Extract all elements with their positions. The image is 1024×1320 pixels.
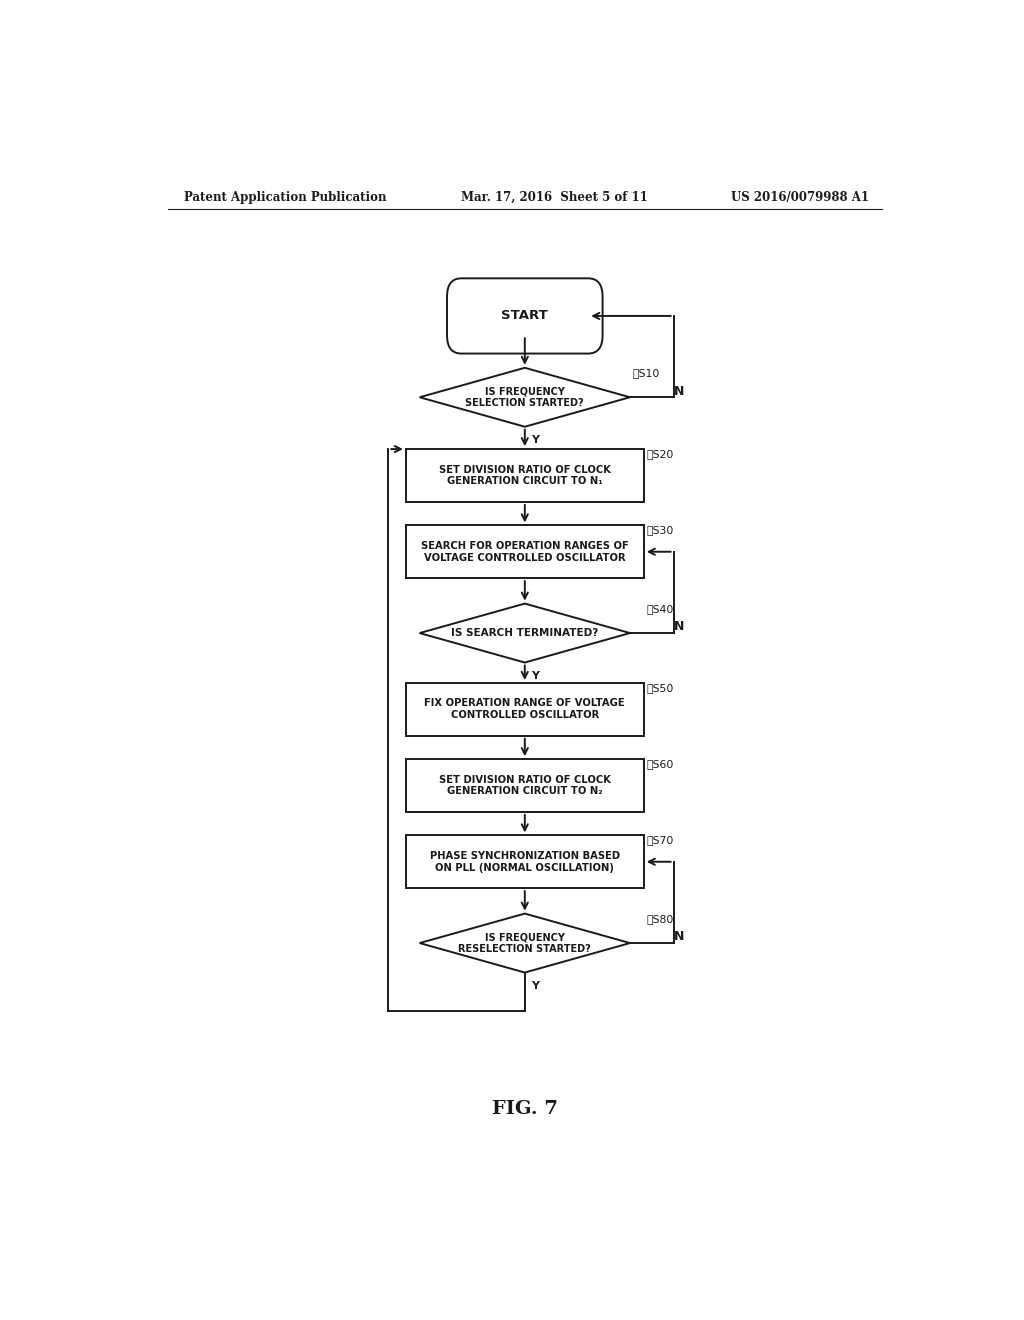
Text: START: START (502, 309, 548, 322)
Text: FIX OPERATION RANGE OF VOLTAGE
CONTROLLED OSCILLATOR: FIX OPERATION RANGE OF VOLTAGE CONTROLLE… (425, 698, 625, 721)
Text: US 2016/0079988 A1: US 2016/0079988 A1 (731, 190, 869, 203)
Text: IS SEARCH TERMINATED?: IS SEARCH TERMINATED? (452, 628, 598, 638)
FancyBboxPatch shape (406, 759, 644, 812)
Text: ⤴S60: ⤴S60 (646, 759, 674, 770)
FancyBboxPatch shape (406, 449, 644, 502)
Text: Y: Y (531, 981, 540, 991)
FancyBboxPatch shape (447, 279, 602, 354)
FancyBboxPatch shape (406, 525, 644, 578)
Polygon shape (420, 913, 630, 973)
Text: Y: Y (531, 671, 540, 681)
Text: N: N (674, 931, 684, 944)
Text: N: N (674, 620, 684, 634)
Text: N: N (674, 384, 684, 397)
Text: ⤴S20: ⤴S20 (646, 449, 674, 459)
Text: SET DIVISION RATIO OF CLOCK
GENERATION CIRCUIT TO N₁: SET DIVISION RATIO OF CLOCK GENERATION C… (439, 465, 610, 486)
Text: ⤴S70: ⤴S70 (646, 836, 674, 845)
Text: Mar. 17, 2016  Sheet 5 of 11: Mar. 17, 2016 Sheet 5 of 11 (461, 190, 648, 203)
Text: ⤴S40: ⤴S40 (646, 603, 674, 614)
Text: IS FREQUENCY
RESELECTION STARTED?: IS FREQUENCY RESELECTION STARTED? (459, 932, 591, 954)
Text: ⤴S30: ⤴S30 (646, 525, 674, 536)
Text: SET DIVISION RATIO OF CLOCK
GENERATION CIRCUIT TO N₂: SET DIVISION RATIO OF CLOCK GENERATION C… (439, 775, 610, 796)
Text: ⤴S50: ⤴S50 (646, 682, 674, 693)
Text: IS FREQUENCY
SELECTION STARTED?: IS FREQUENCY SELECTION STARTED? (466, 387, 584, 408)
Text: ⤴S80: ⤴S80 (646, 913, 674, 924)
Text: Y: Y (531, 434, 540, 445)
Text: FIG. 7: FIG. 7 (492, 1100, 558, 1118)
Text: Patent Application Publication: Patent Application Publication (183, 190, 386, 203)
Text: PHASE SYNCHRONIZATION BASED
ON PLL (NORMAL OSCILLATION): PHASE SYNCHRONIZATION BASED ON PLL (NORM… (430, 851, 620, 873)
Polygon shape (420, 603, 630, 663)
Text: ⤴S10: ⤴S10 (633, 368, 659, 378)
FancyBboxPatch shape (406, 682, 644, 735)
Text: SEARCH FOR OPERATION RANGES OF
VOLTAGE CONTROLLED OSCILLATOR: SEARCH FOR OPERATION RANGES OF VOLTAGE C… (421, 541, 629, 562)
Polygon shape (420, 368, 630, 426)
FancyBboxPatch shape (406, 836, 644, 888)
